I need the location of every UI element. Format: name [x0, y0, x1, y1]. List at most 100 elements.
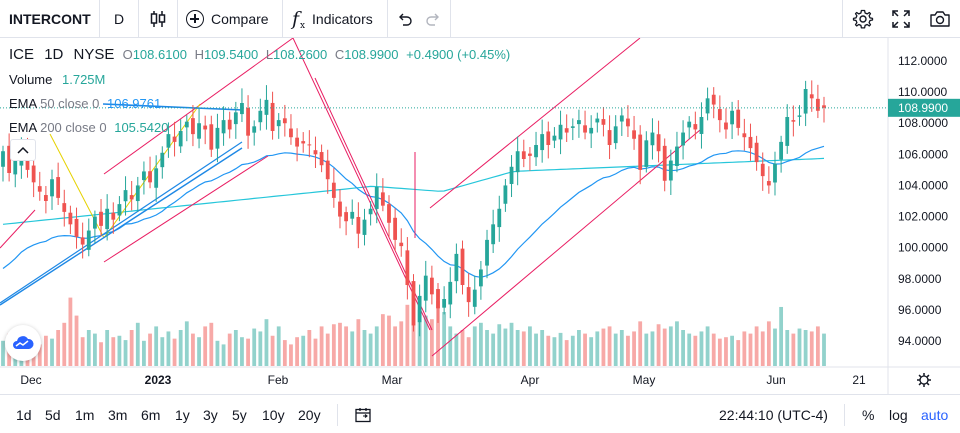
candle-body [282, 118, 287, 124]
redo-button[interactable] [424, 0, 442, 38]
range-button-10y[interactable]: 10y [262, 406, 285, 423]
candle-body [815, 98, 820, 111]
price-tick-label: 112.0000 [898, 54, 947, 68]
volume-bar [577, 330, 581, 366]
candle-body [142, 171, 146, 181]
volume-bar [374, 326, 379, 366]
settings-button[interactable] [852, 0, 874, 38]
axis-settings-icon[interactable] [917, 373, 931, 387]
candle-body [172, 136, 177, 142]
candle-body [656, 134, 661, 152]
ema50-value: 106.9761 [106, 96, 162, 111]
candle-body [13, 160, 18, 175]
volume-bar [380, 314, 385, 366]
fullscreen-button[interactable] [891, 0, 911, 38]
volume-bar [803, 330, 808, 366]
volume-bar [552, 337, 557, 366]
volume-bar [583, 333, 587, 366]
candle-body [736, 109, 741, 128]
goto-date-button[interactable] [354, 395, 372, 433]
volume-legend[interactable]: Volume 1.725M [9, 72, 105, 87]
volume-bar [668, 326, 673, 366]
volume-label: Volume [9, 72, 53, 87]
range-button-5y[interactable]: 5y [232, 406, 247, 423]
candle-body [356, 216, 361, 234]
volume-bar [705, 326, 710, 366]
volume-bar [730, 335, 734, 366]
volume-bar [509, 322, 514, 366]
last-price-badge [888, 98, 960, 117]
range-button-3y[interactable]: 3y [203, 406, 218, 423]
volume-bar [246, 338, 250, 366]
range-button-1d[interactable]: 1d [16, 406, 32, 423]
time-axis-label: Dec [20, 373, 41, 387]
volume-bar [1, 340, 5, 366]
candle-body [62, 203, 67, 212]
tradingview-logo-button[interactable] [5, 325, 41, 361]
range-button-6m[interactable]: 6m [141, 406, 161, 423]
toolbar-divider [99, 0, 100, 38]
volume-bar [50, 338, 54, 366]
time-axis-label: 21 [852, 373, 866, 387]
range-button-1m[interactable]: 1m [75, 406, 95, 423]
candle-body [650, 132, 655, 146]
price-chart[interactable]: 112.0000 110.0000 108.0000 106.0000 104.0000… [0, 38, 960, 394]
volume-bar [56, 330, 61, 366]
candle-body [742, 133, 747, 138]
ema50-legend[interactable]: EMA 50 close 0 106.9761 [9, 96, 161, 111]
volume-bar [160, 337, 165, 366]
volume-bar [754, 326, 759, 366]
candle-body [662, 145, 667, 181]
range-button-1y[interactable]: 1y [175, 406, 190, 423]
volume-bar [742, 331, 747, 366]
interval-selector[interactable]: D [114, 11, 125, 27]
volume-bar [822, 333, 826, 366]
candle-body [154, 168, 159, 188]
candle-body [399, 242, 404, 247]
candle-body [564, 128, 569, 133]
compare-label: Compare [211, 11, 269, 27]
volume-bar [724, 337, 728, 366]
candle-body [405, 250, 410, 285]
chart-style-button[interactable] [149, 0, 167, 38]
price-tick-label: 106.0000 [898, 147, 948, 161]
percent-scale-toggle[interactable]: % [862, 406, 875, 423]
volume-bar [656, 324, 661, 366]
candle-body [1, 151, 5, 167]
volume-bar [454, 333, 459, 366]
range-button-3m[interactable]: 3m [108, 406, 128, 423]
clock-display[interactable]: 22:44:10 (UTC-4) [719, 406, 828, 423]
volume-bar [325, 333, 330, 366]
range-button-5d[interactable]: 5d [45, 406, 61, 423]
candle-body [448, 281, 453, 305]
close-value: 108.9900 [344, 47, 399, 62]
ema200-legend[interactable]: EMA 200 close 0 105.5420 [9, 120, 168, 135]
undo-button[interactable] [396, 0, 414, 38]
range-button-20y[interactable]: 20y [298, 406, 321, 423]
candle-body [803, 89, 808, 114]
ema50-line [2, 145, 825, 278]
symbol-search[interactable]: INTERCONT [9, 11, 91, 27]
screenshot-button[interactable] [929, 0, 951, 38]
camera-icon [930, 11, 950, 27]
candle-body [111, 212, 116, 220]
auto-scale-toggle[interactable]: auto [921, 406, 949, 423]
volume-bar [779, 306, 784, 366]
candle-body [411, 281, 416, 326]
candle-body [570, 126, 575, 128]
compare-button[interactable]: Compare [186, 0, 269, 38]
volume-bar [215, 340, 220, 366]
candle-body [307, 144, 312, 146]
legend-collapse-button[interactable] [10, 139, 36, 161]
volume-bar [117, 335, 122, 366]
volume-bar [632, 331, 636, 366]
candle-body [429, 277, 434, 295]
candle-body [252, 126, 257, 133]
log-scale-toggle[interactable]: log [889, 406, 908, 423]
candle-body [160, 152, 165, 168]
candle-body [240, 103, 244, 115]
ema200-params: 200 close 0 [40, 120, 107, 135]
candle-body [497, 208, 502, 228]
legend-ticker: ICE [9, 46, 35, 63]
